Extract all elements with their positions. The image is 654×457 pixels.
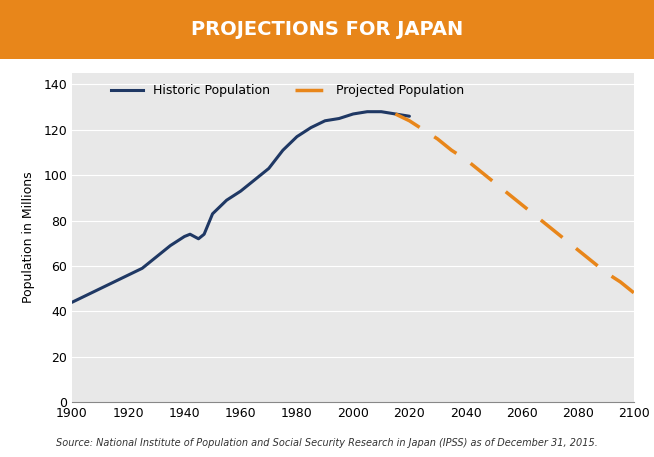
Y-axis label: Population in Millions: Population in Millions <box>22 172 35 303</box>
Text: PROJECTIONS FOR JAPAN: PROJECTIONS FOR JAPAN <box>191 20 463 39</box>
Legend: Historic Population, Projected Population: Historic Population, Projected Populatio… <box>107 80 469 102</box>
Text: Source: National Institute of Population and Social Security Research in Japan (: Source: National Institute of Population… <box>56 438 598 448</box>
